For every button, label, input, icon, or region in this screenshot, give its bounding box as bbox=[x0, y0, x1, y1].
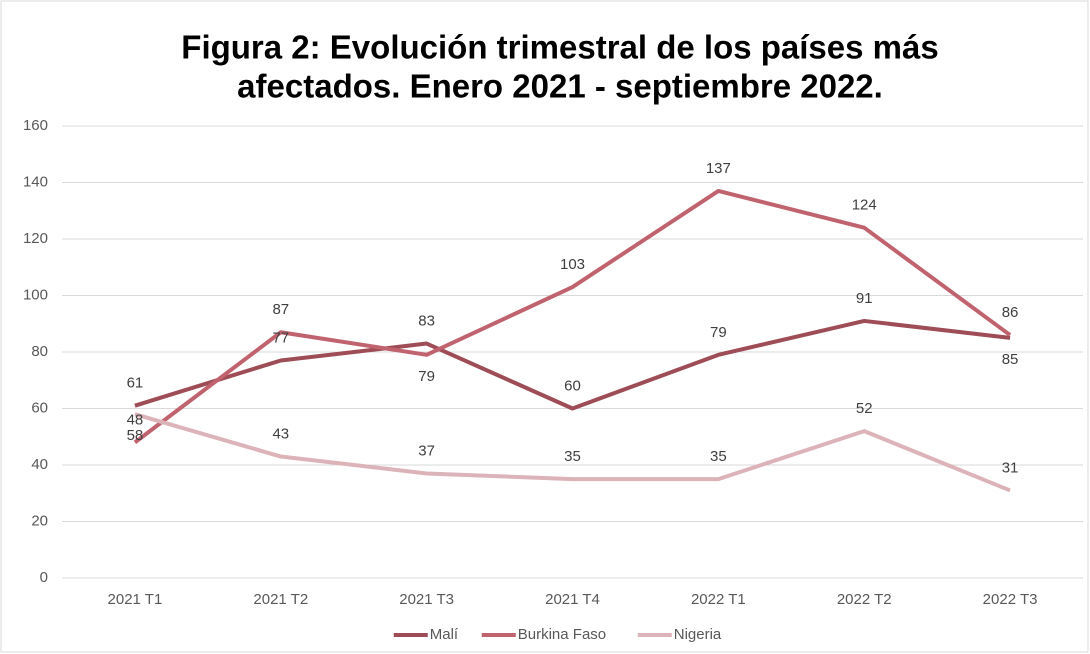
chart-title: Figura 2: Evolución trimestral de los pa… bbox=[181, 29, 938, 66]
x-tick-label: 2021 T3 bbox=[399, 591, 454, 608]
data-label: 77 bbox=[272, 329, 289, 346]
legend-label: Malí bbox=[430, 626, 459, 643]
data-label: 37 bbox=[418, 442, 435, 459]
x-tick-label: 2022 T1 bbox=[691, 591, 746, 608]
data-label: 85 bbox=[1002, 351, 1019, 368]
data-label: 52 bbox=[856, 400, 873, 417]
y-tick-label: 60 bbox=[31, 399, 48, 416]
data-label: 60 bbox=[564, 377, 581, 394]
data-label: 86 bbox=[1002, 304, 1019, 321]
x-tick-label: 2021 T1 bbox=[108, 591, 163, 608]
data-label: 83 bbox=[418, 312, 435, 329]
y-tick-label: 100 bbox=[23, 286, 48, 303]
legend-label: Nigeria bbox=[674, 626, 722, 643]
legend-label: Burkina Faso bbox=[518, 626, 606, 643]
data-label: 35 bbox=[564, 448, 581, 465]
data-label: 124 bbox=[852, 197, 877, 214]
data-label: 79 bbox=[418, 368, 435, 385]
x-tick-label: 2022 T3 bbox=[983, 591, 1038, 608]
y-tick-label: 0 bbox=[40, 569, 48, 586]
data-label: 79 bbox=[710, 324, 727, 341]
chart-title: afectados. Enero 2021 - septiembre 2022. bbox=[237, 68, 883, 105]
data-label: 31 bbox=[1002, 459, 1019, 476]
data-label: 35 bbox=[710, 448, 727, 465]
x-tick-label: 2022 T2 bbox=[837, 591, 892, 608]
data-label: 48 bbox=[127, 411, 144, 428]
series-line bbox=[133, 188, 1012, 444]
data-label: 58 bbox=[127, 427, 144, 444]
y-tick-label: 20 bbox=[31, 512, 48, 529]
data-label: 43 bbox=[272, 425, 289, 442]
data-label: 91 bbox=[856, 290, 873, 307]
data-label: 103 bbox=[560, 256, 585, 273]
data-label: 137 bbox=[706, 160, 731, 177]
series-line bbox=[134, 412, 1011, 493]
x-tick-label: 2021 T4 bbox=[545, 591, 600, 608]
y-tick-label: 120 bbox=[23, 230, 48, 247]
data-label: 61 bbox=[127, 375, 144, 392]
x-tick-label: 2021 T2 bbox=[253, 591, 308, 608]
y-tick-label: 140 bbox=[23, 173, 48, 190]
y-tick-label: 40 bbox=[31, 456, 48, 473]
y-tick-label: 160 bbox=[23, 117, 48, 134]
data-label: 87 bbox=[272, 301, 289, 318]
y-tick-label: 80 bbox=[31, 343, 48, 360]
series-line bbox=[134, 318, 1011, 411]
